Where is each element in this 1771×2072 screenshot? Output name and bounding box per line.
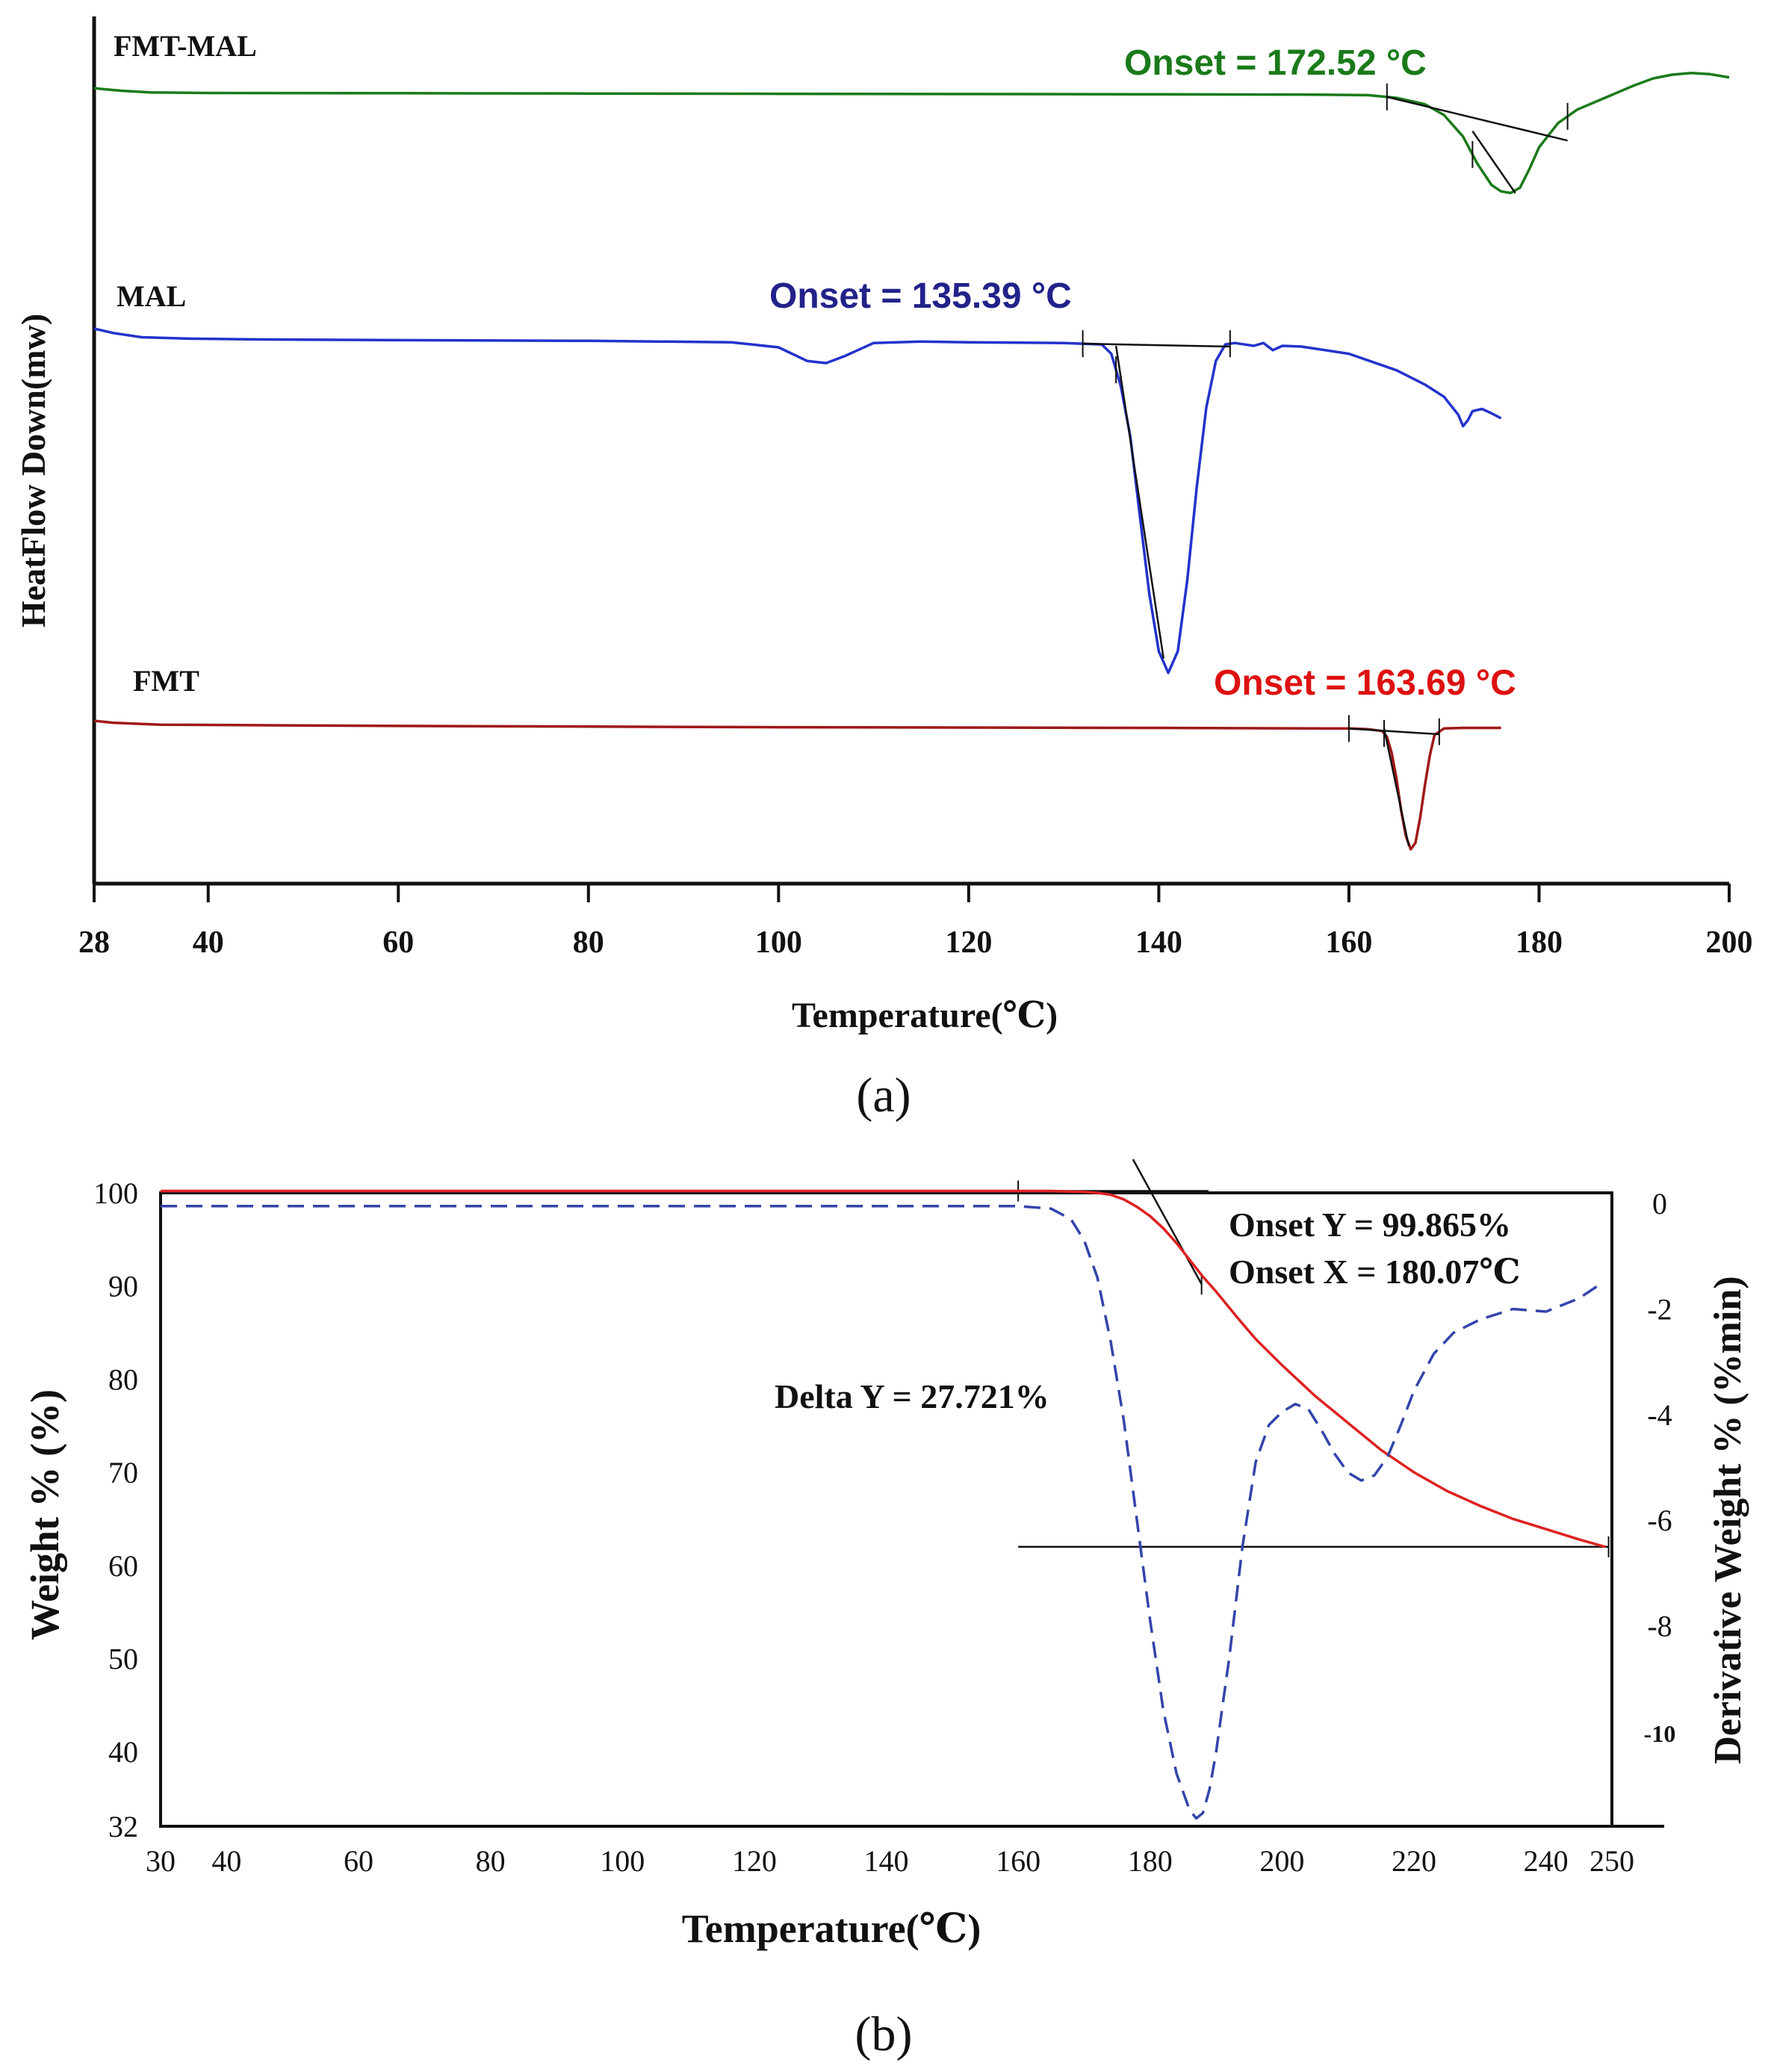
panel-b-x-tick-label: 60 bbox=[344, 1844, 373, 1878]
panel-b-y2-tick-label: -8 bbox=[1647, 1609, 1672, 1643]
series-label-fmt: FMT bbox=[133, 664, 199, 698]
panel-b-x-tick-label: 30 bbox=[146, 1844, 176, 1878]
series-label-fmt-mal: FMT-MAL bbox=[114, 29, 257, 63]
panel-b-y-tick-label: 100 bbox=[93, 1176, 138, 1210]
panel-a-x-tick-label: 28 bbox=[78, 925, 110, 960]
onset-tangent bbox=[1132, 1158, 1203, 1285]
panel-b-x-tick-label: 100 bbox=[600, 1844, 645, 1878]
dsc-curve-fmt-mal bbox=[93, 72, 1730, 195]
panel-b-y2-tick-label: 0 bbox=[1652, 1187, 1667, 1220]
panel-b-tga-chart: 30 40 60 80 100 120 140 160 180 200 220 240 250 32 40 5… bbox=[22, 1158, 1749, 2062]
panel-b-y2-tick-label: -2 bbox=[1647, 1292, 1672, 1326]
panel-b-x-tick-label: 140 bbox=[864, 1844, 909, 1878]
panel-b-y2-axis-title: Derivative Weight % (%min) bbox=[1707, 1276, 1749, 1764]
tga-curve-derivative-weight bbox=[161, 1204, 1600, 1820]
panel-b-x-tick-label: 180 bbox=[1128, 1844, 1173, 1878]
panel-a-x-tick-label: 100 bbox=[755, 925, 802, 960]
panel-a-x-tick-label: 120 bbox=[945, 925, 992, 960]
dsc-curve-fmt bbox=[93, 719, 1501, 851]
onset-tangent-fmt bbox=[1383, 728, 1410, 846]
annotation-onset-x: Onset X = 180.07℃ bbox=[1229, 1253, 1521, 1291]
panel-a-caption: (a) bbox=[856, 1068, 911, 1123]
onset-tangent-fmt-mal bbox=[1471, 130, 1516, 194]
onset-baseline-mal bbox=[1082, 342, 1230, 348]
panel-a-x-axis-title: Temperature(℃) bbox=[792, 996, 1058, 1035]
tga-curve-weight bbox=[161, 1189, 1606, 1548]
onset-tangent-mal bbox=[1114, 345, 1164, 659]
panel-a-x-tick-label: 60 bbox=[382, 925, 414, 960]
panel-b-y-tick-label: 90 bbox=[108, 1270, 138, 1303]
panel-b-x-tick-label: 240 bbox=[1524, 1844, 1569, 1878]
panel-b-y-tick-label: 50 bbox=[108, 1643, 138, 1676]
panel-b-x-tick-label: 160 bbox=[996, 1844, 1040, 1878]
panel-b-y-tick-label: 70 bbox=[108, 1456, 138, 1489]
onset-label-fmt-mal: Onset = 172.52 °C bbox=[1124, 43, 1427, 83]
annotation-delta-y: Delta Y = 27.721% bbox=[775, 1377, 1049, 1415]
panel-a-onset-constructions bbox=[1082, 83, 1569, 846]
panel-a-x-tick-label: 80 bbox=[573, 925, 604, 960]
panel-b-y2-tick-label: -10 bbox=[1644, 1720, 1676, 1747]
panel-a-dsc-chart: 28 40 60 80 100 120 140 160 180 200 FMT-MAL MAL F… bbox=[14, 16, 1753, 1123]
panel-b-y-tick-label: 60 bbox=[108, 1549, 138, 1583]
panel-a-x-tick-label: 180 bbox=[1516, 925, 1563, 960]
panel-a-x-tick-label: 200 bbox=[1706, 925, 1753, 960]
onset-baseline-fmt-mal bbox=[1386, 96, 1568, 142]
onset-baseline-fmt bbox=[1348, 728, 1439, 736]
panel-b-x-tick-label: 40 bbox=[211, 1844, 241, 1878]
panel-b-y-tick-label: 40 bbox=[108, 1735, 138, 1769]
panel-b-y-tick-label: 80 bbox=[108, 1362, 138, 1396]
onset-label-mal: Onset = 135.39 °C bbox=[769, 276, 1072, 316]
panel-a-x-tick-label: 140 bbox=[1135, 925, 1182, 960]
panel-b-y2-tick-label: -6 bbox=[1647, 1504, 1672, 1537]
panel-b-y-tick-label: 32 bbox=[108, 1810, 138, 1843]
panel-b-x-tick-label: 200 bbox=[1259, 1844, 1304, 1878]
panel-b-x-tick-label: 80 bbox=[476, 1844, 506, 1878]
panel-b-x-tick-label: 250 bbox=[1589, 1844, 1634, 1878]
panel-a-y-axis-title: HeatFlow Down(mw) bbox=[14, 314, 52, 627]
panel-b-tick-labels: 30 40 60 80 100 120 140 160 180 200 220 240 250 32 40 5… bbox=[93, 1176, 1675, 1878]
series-label-mal: MAL bbox=[117, 279, 186, 313]
panel-b-x-tick-label: 120 bbox=[732, 1844, 777, 1878]
panel-b-x-axis-title: Temperature(℃) bbox=[682, 1906, 981, 1951]
panel-a-x-tick-label: 40 bbox=[193, 925, 224, 960]
onset-label-fmt: Onset = 163.69 °C bbox=[1214, 663, 1516, 703]
dsc-curve-mal bbox=[93, 327, 1502, 674]
panel-a-curves bbox=[93, 72, 1730, 851]
annotation-onset-y: Onset Y = 99.865% bbox=[1229, 1206, 1511, 1244]
panel-a-x-ticks: 28 40 60 80 100 120 140 160 180 200 bbox=[78, 884, 1753, 960]
panel-b-caption: (b) bbox=[855, 2007, 913, 2062]
panel-a-x-tick-label: 160 bbox=[1325, 925, 1372, 960]
panel-b-x-tick-label: 220 bbox=[1392, 1844, 1436, 1878]
panel-b-y2-tick-label: -4 bbox=[1647, 1398, 1672, 1432]
panel-b-curves bbox=[161, 1189, 1606, 1820]
panel-b-y-axis-title: Weight % (%) bbox=[22, 1389, 67, 1640]
